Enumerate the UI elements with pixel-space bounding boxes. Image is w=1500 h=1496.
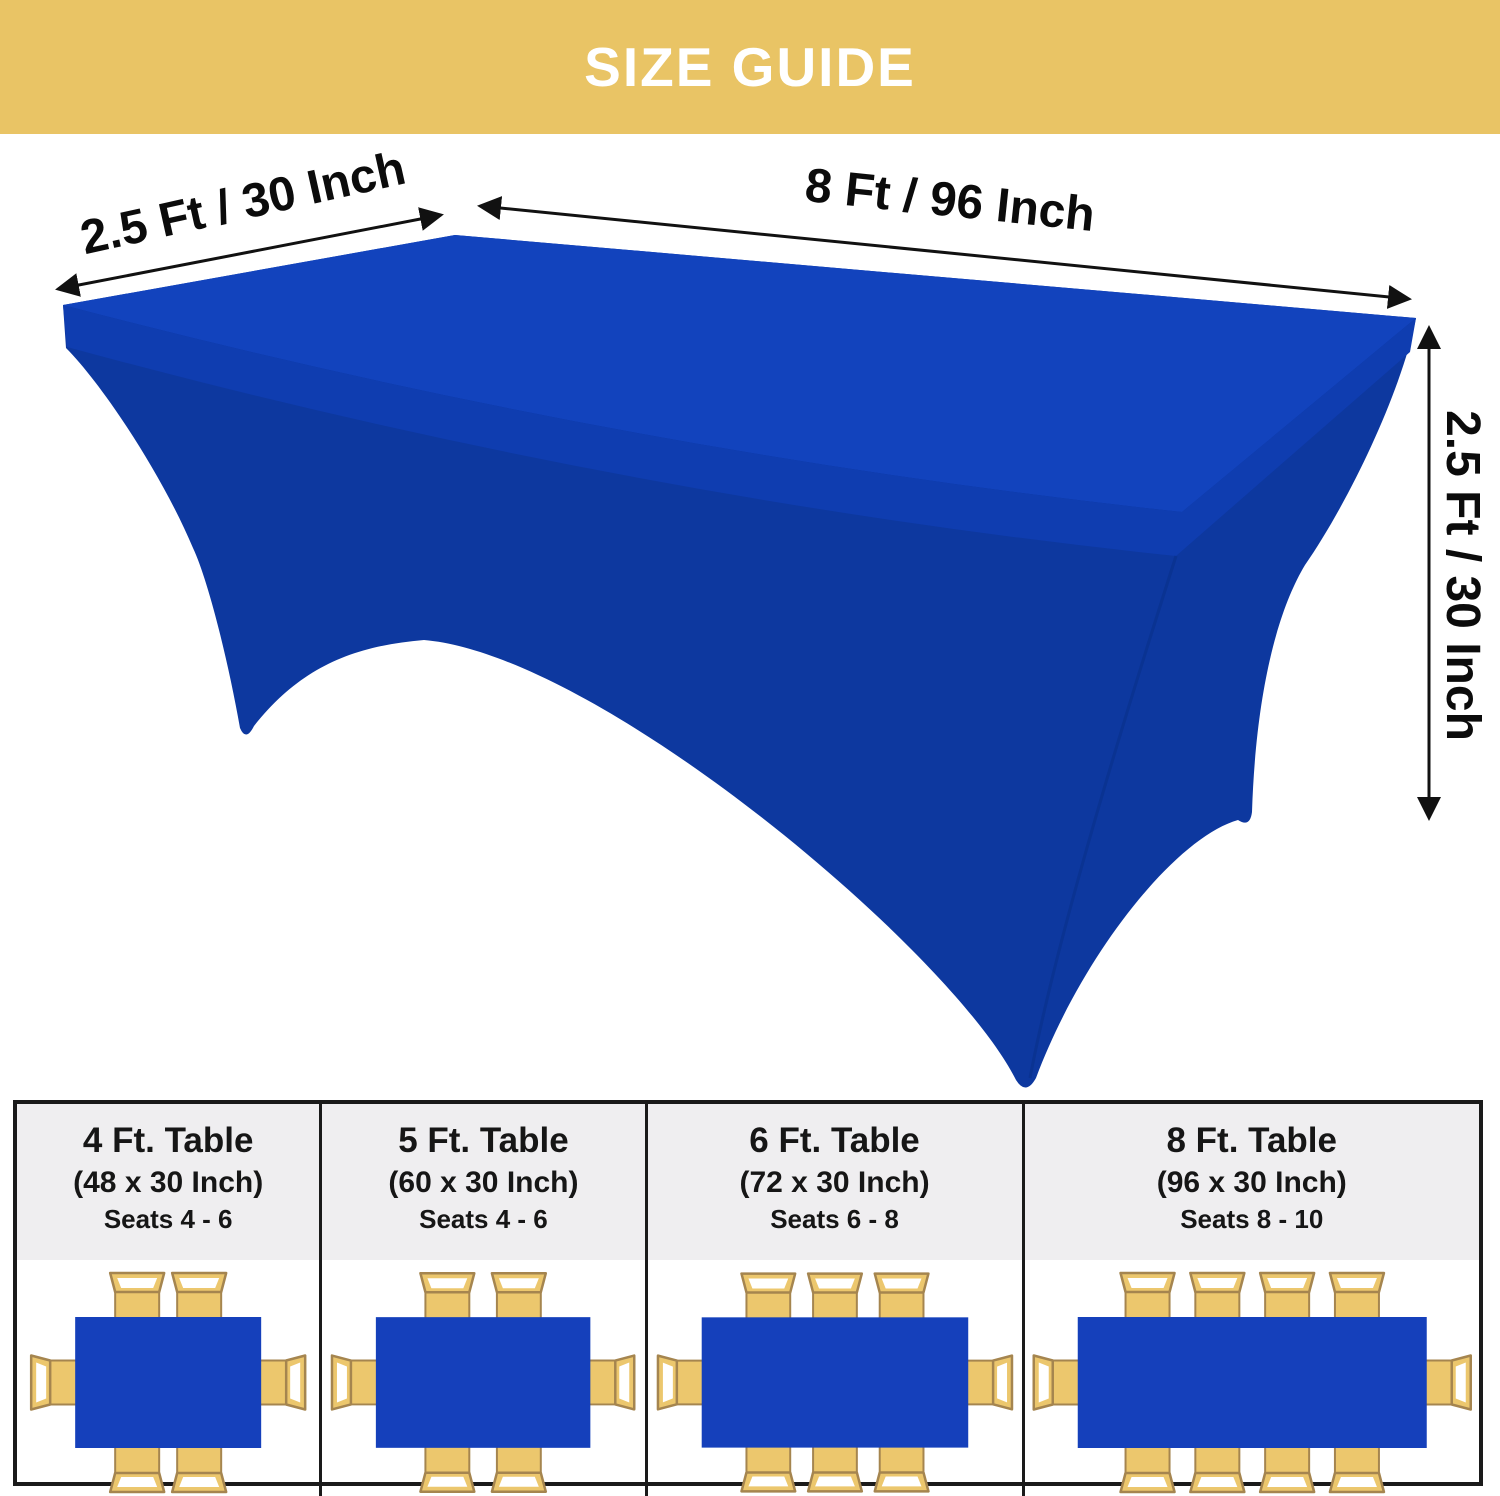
table-size-dimensions: (48 x 30 Inch) — [73, 1166, 264, 1199]
covered-table-rect — [75, 1317, 262, 1448]
table-seats-label: Seats 4 - 6 — [103, 1204, 233, 1234]
table-size-title: 5 Ft. Table — [398, 1121, 569, 1160]
table-top-view-illustration — [331, 1272, 636, 1493]
covered-table-rect — [1077, 1317, 1427, 1448]
size-guide-banner: SIZE GUIDE — [0, 0, 1500, 134]
table-top-view — [648, 1260, 1022, 1496]
table-cover-illustration — [55, 196, 1441, 1088]
size-column-header: 8 Ft. Table (96 x 30 Inch) Seats 8 - 10 — [1024, 1104, 1479, 1260]
size-column-header: 4 Ft. Table (48 x 30 Inch) Seats 4 - 6 — [17, 1104, 320, 1260]
size-column-header: 6 Ft. Table (72 x 30 Inch) Seats 6 - 8 — [647, 1104, 1022, 1260]
covered-table-rect — [376, 1317, 591, 1448]
table-size-dimensions: (72 x 30 Inch) — [739, 1166, 930, 1199]
height-dimension-label: 2.5 Ft / 30 Inch — [1436, 410, 1489, 741]
table-seats-label: Seats 8 - 10 — [1180, 1204, 1324, 1234]
table-cover-diagram: 2.5 Ft / 30 Inch 8 Ft / 96 Inch 2.5 Ft /… — [55, 142, 1489, 1088]
page-title: SIZE GUIDE — [584, 36, 916, 98]
size-comparison-table: 4 Ft. Table (48 x 30 Inch) Seats 4 - 6 5… — [13, 1100, 1483, 1496]
size-column-header: 5 Ft. Table (60 x 30 Inch) Seats 4 - 6 — [322, 1104, 645, 1260]
table-size-title: 6 Ft. Table — [749, 1121, 920, 1160]
covered-table-rect — [701, 1317, 968, 1448]
table-size-title: 4 Ft. Table — [82, 1121, 254, 1160]
cover-corner-seam — [1028, 555, 1178, 1079]
table-top-view — [1025, 1260, 1479, 1496]
size-column-6ft: 6 Ft. Table (72 x 30 Inch) Seats 6 - 8 — [644, 1104, 1022, 1496]
width-dimension-arrow — [477, 196, 1412, 309]
table-top-view-illustration — [1031, 1271, 1472, 1494]
table-top-view — [322, 1260, 644, 1496]
size-column-4ft: 4 Ft. Table (48 x 30 Inch) Seats 4 - 6 — [17, 1104, 320, 1496]
depth-dimension-arrow — [55, 207, 444, 297]
table-seats-label: Seats 6 - 8 — [770, 1204, 899, 1234]
table-top-view-illustration — [656, 1272, 1013, 1493]
table-seats-label: Seats 4 - 6 — [419, 1204, 548, 1234]
table-size-title: 8 Ft. Table — [1166, 1121, 1337, 1160]
size-column-8ft: 8 Ft. Table (96 x 30 Inch) Seats 8 - 10 — [1021, 1104, 1479, 1496]
table-size-dimensions: (60 x 30 Inch) — [388, 1166, 579, 1199]
table-top-view-illustration — [29, 1271, 307, 1494]
size-column-5ft: 5 Ft. Table (60 x 30 Inch) Seats 4 - 6 — [319, 1104, 645, 1496]
table-size-dimensions: (96 x 30 Inch) — [1156, 1166, 1347, 1199]
table-top-view — [17, 1260, 319, 1496]
